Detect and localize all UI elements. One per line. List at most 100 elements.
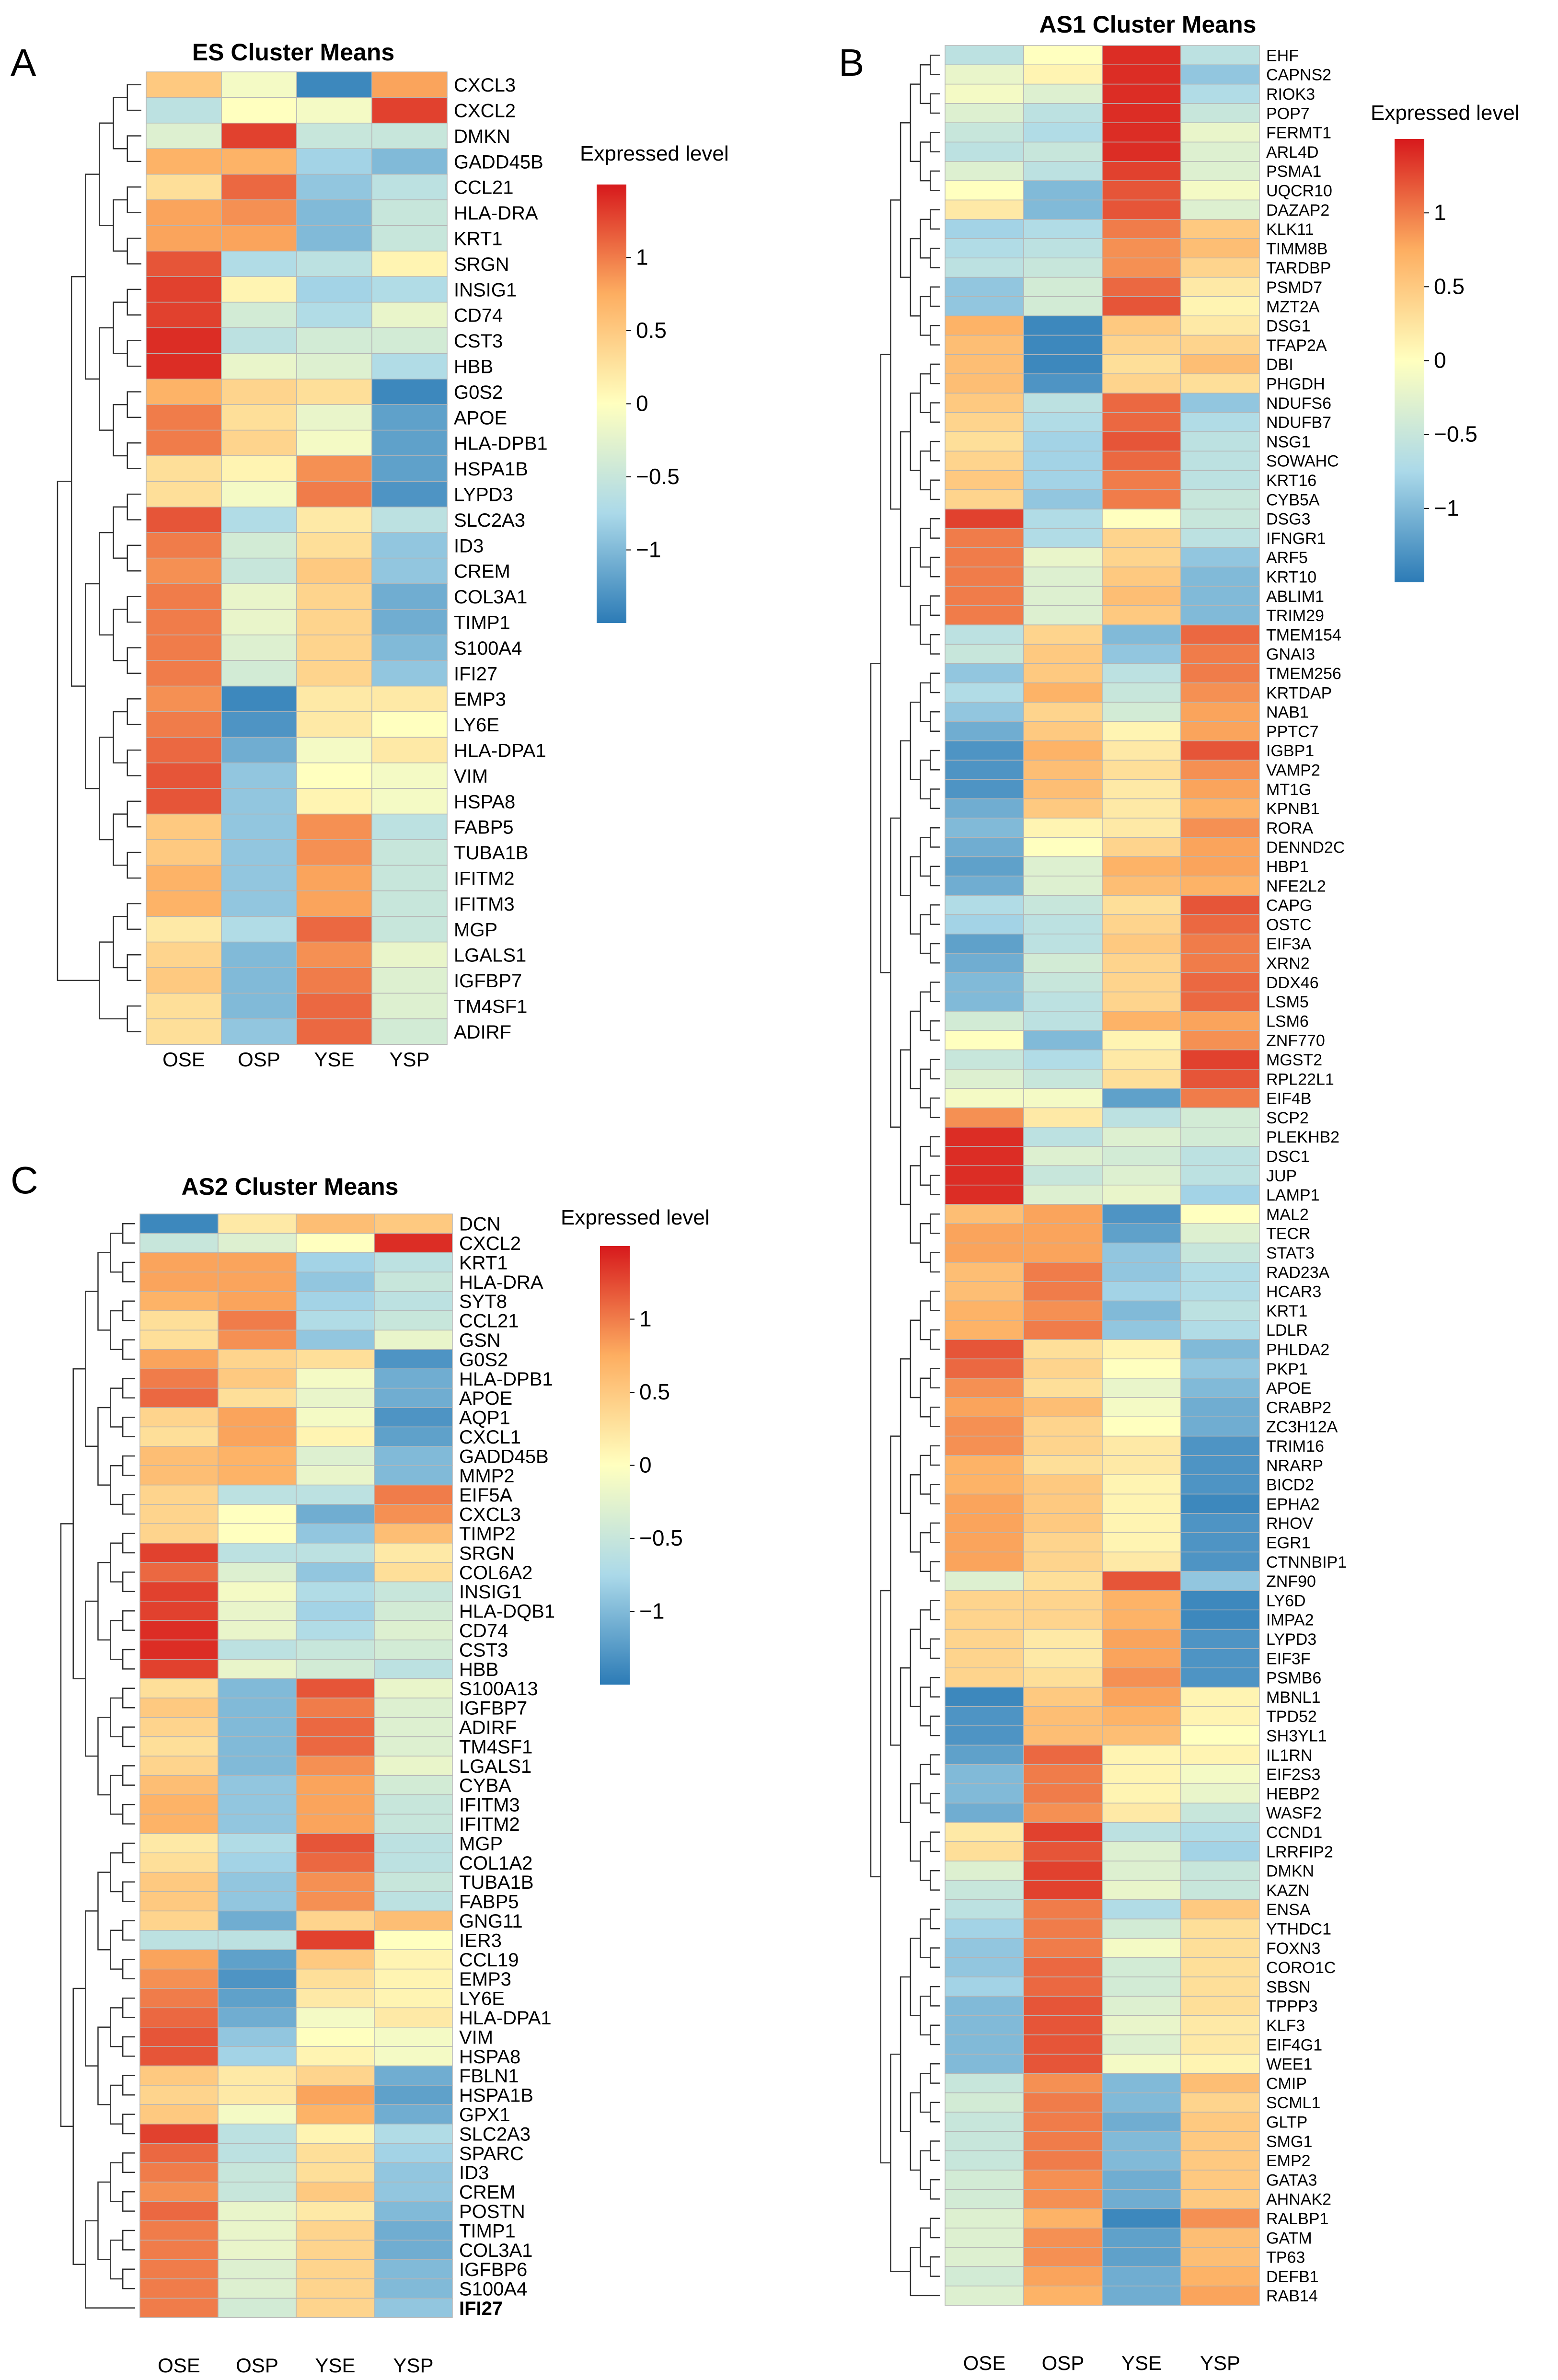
dendrogram-branch <box>920 759 931 799</box>
heatmap-cell <box>146 481 222 508</box>
heatmap-cell <box>1023 1397 1103 1418</box>
dendrogram-branch <box>127 237 141 265</box>
heatmap-cell <box>139 2259 219 2279</box>
heatmap-cell <box>221 967 297 994</box>
heatmap-cell <box>1102 972 1181 993</box>
heatmap-cell <box>218 2220 297 2241</box>
row-label: KRT1 <box>459 1252 508 1273</box>
heatmap-cell <box>1180 1783 1260 1804</box>
row-label: TIMP1 <box>454 612 510 634</box>
row-label: KRT16 <box>1266 472 1316 490</box>
dendrogram-branch <box>930 1484 940 1504</box>
row-label: VIM <box>454 766 488 787</box>
heatmap-cell <box>296 1465 375 1486</box>
heatmap-cell <box>1180 1049 1260 1070</box>
heatmap-cell <box>1102 1513 1181 1533</box>
dendrogram-branch <box>930 1291 940 1311</box>
row-label: MMP2 <box>459 1466 515 1487</box>
heatmap-cell <box>945 1687 1024 1707</box>
heatmap-cell <box>1023 953 1103 973</box>
heatmap-cell <box>1102 1455 1181 1475</box>
heatmap-cell <box>945 180 1024 201</box>
heatmap-cell <box>1023 702 1103 722</box>
heatmap-cell <box>371 71 448 98</box>
dendrogram-branch <box>930 1561 940 1582</box>
heatmap-cell <box>296 763 372 789</box>
heatmap-cell <box>1180 953 1260 973</box>
heatmap-cell <box>371 327 448 354</box>
row-label: HLA-DQB1 <box>459 1601 555 1622</box>
row-label: HLA-DPB1 <box>459 1369 553 1390</box>
row-label: HBP1 <box>1266 858 1309 876</box>
heatmap-cell <box>1023 64 1103 85</box>
panel-b-title: AS1 Cluster Means <box>1039 11 1257 38</box>
heatmap-cell <box>1023 2131 1103 2151</box>
row-label: COL3A1 <box>454 587 527 608</box>
heatmap-cell <box>945 1127 1024 1147</box>
heatmap-cell <box>1102 122 1181 143</box>
heatmap-cell <box>1023 1938 1103 1958</box>
row-label: HEBP2 <box>1266 1785 1320 1803</box>
row-label: GLTP <box>1266 2114 1307 2132</box>
heatmap-cell <box>1102 412 1181 432</box>
heatmap-cell <box>296 2124 375 2144</box>
row-label: TP63 <box>1266 2249 1305 2267</box>
row-label: PHLDA2 <box>1266 1341 1329 1359</box>
row-label: HSPA8 <box>454 791 515 812</box>
heatmap-cell <box>371 173 448 200</box>
heatmap-cell <box>146 635 222 661</box>
heatmap-cell <box>218 2124 297 2144</box>
heatmap-cell <box>374 1407 453 1428</box>
heatmap-cell <box>371 532 448 559</box>
heatmap-cell <box>139 1349 219 1369</box>
heatmap-cell <box>1023 1339 1103 1360</box>
row-label: ID3 <box>459 2162 489 2184</box>
heatmap-cell <box>1180 1571 1260 1591</box>
panel-c-row-labels: DCNCXCL2KRT1HLA-DRASYT8CCL21GSNG0S2HLA-D… <box>459 1214 555 2319</box>
heatmap-cell <box>146 276 222 303</box>
heatmap-cell <box>374 1640 453 1660</box>
heatmap-cell <box>146 916 222 943</box>
heatmap-cell <box>945 586 1024 606</box>
heatmap-cell <box>296 1620 375 1641</box>
heatmap-cell <box>1023 431 1103 452</box>
heatmap-cell <box>1102 566 1181 587</box>
heatmap-cell <box>218 1678 297 1698</box>
heatmap-cell <box>945 354 1024 374</box>
dendrogram-branch <box>110 1310 123 1351</box>
dendrogram-branch <box>122 1533 135 1554</box>
heatmap-cell <box>1180 2228 1260 2248</box>
heatmap-cell <box>945 1339 1024 1360</box>
heatmap-cell <box>1023 721 1103 741</box>
dendrogram-branch <box>910 2092 921 2171</box>
heatmap-cell <box>218 1291 297 1311</box>
heatmap-cell <box>139 1659 219 1679</box>
heatmap-cell <box>139 1601 219 1621</box>
row-label: TPPP3 <box>1266 1998 1318 2016</box>
heatmap-cell <box>296 1271 375 1292</box>
row-label: INSIG1 <box>454 279 517 300</box>
heatmap-cell <box>1102 914 1181 935</box>
heatmap-cell <box>1023 2228 1103 2248</box>
dendrogram-branch <box>930 1599 940 1620</box>
heatmap-cell <box>1180 2247 1260 2267</box>
row-label: POSTN <box>459 2201 525 2222</box>
row-label: PPTC7 <box>1266 723 1319 741</box>
row-label: SOWAHC <box>1266 452 1339 471</box>
row-label: KLK11 <box>1266 220 1314 239</box>
heatmap-cell <box>1180 412 1260 432</box>
dendrogram-branch <box>930 1175 940 1196</box>
heatmap-cell <box>374 1852 453 1873</box>
row-label: HSPA8 <box>459 2046 520 2068</box>
heatmap-cell <box>296 2065 375 2086</box>
dendrogram-branch <box>910 2246 940 2297</box>
heatmap-cell <box>1102 508 1181 529</box>
heatmap-cell <box>1023 1069 1103 1089</box>
heatmap-cell <box>371 429 448 456</box>
heatmap-cell <box>1023 1822 1103 1842</box>
heatmap-cell <box>218 1601 297 1621</box>
heatmap-cell <box>218 1252 297 1272</box>
heatmap-cell <box>218 2085 297 2105</box>
heatmap-cell <box>139 1562 219 1583</box>
heatmap-cell <box>296 301 372 328</box>
